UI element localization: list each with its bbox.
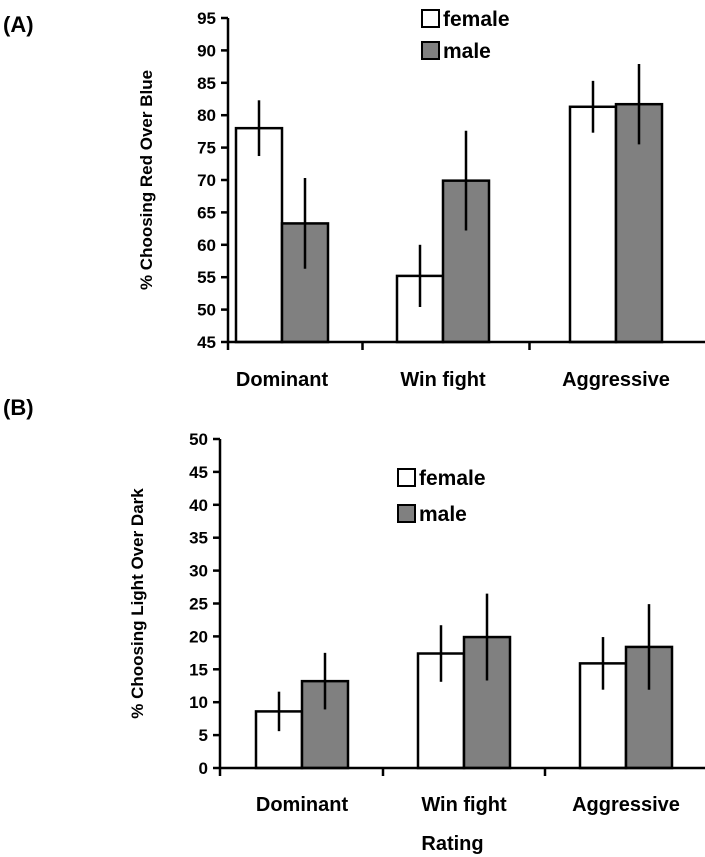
panel-label: (A) [3, 12, 34, 37]
y-tick-label: 40 [189, 496, 208, 515]
x-tick-label: Aggressive [572, 794, 680, 816]
y-tick-label: 5 [199, 726, 208, 745]
legend-swatch-female [421, 9, 440, 28]
x-tick-label: Win fight [421, 794, 507, 816]
chart-panel-2: (B) 0 5 10 15 20 25 30 35 40 45 50 Dominant Win fight… [3, 395, 705, 855]
y-axis-label: % Choosing Red Over Blue [137, 70, 156, 290]
y-tick-label: 75 [197, 139, 216, 158]
y-tick-label: 15 [189, 660, 208, 679]
y-tick-label: 95 [197, 9, 216, 28]
y-tick-label: 20 [189, 627, 208, 646]
y-tick-label: 55 [197, 268, 216, 287]
y-tick-label: 50 [197, 301, 216, 320]
legend-label-female: female [419, 467, 486, 490]
y-tick-label: 10 [189, 693, 208, 712]
legend-label-male: male [443, 40, 491, 63]
y-tick-label: 25 [189, 595, 208, 614]
y-tick-label: 85 [197, 74, 216, 93]
legend-label-male: male [419, 503, 467, 526]
x-tick-label: Dominant [256, 794, 349, 816]
y-tick-label: 80 [197, 106, 216, 125]
y-tick-label: 30 [189, 562, 208, 581]
legend-swatch-male [397, 504, 416, 523]
legend: female male [397, 467, 486, 526]
legend: female male [421, 8, 510, 63]
y-tick-label: 45 [189, 463, 208, 482]
legend-swatch-female [397, 468, 416, 487]
x-tick-label: Dominant [236, 369, 329, 391]
bar-female-aggressive [568, 105, 618, 344]
y-tick-label: 35 [189, 529, 208, 548]
legend-label-female: female [443, 8, 510, 31]
x-tick-label: Aggressive [562, 369, 670, 391]
y-tick-label: 45 [197, 333, 216, 352]
bar-female-dominant [234, 126, 284, 344]
legend-swatch-male [421, 41, 440, 60]
y-tick-label: 65 [197, 203, 216, 222]
x-tick-label: Win fight [400, 369, 486, 391]
y-tick-label: 70 [197, 171, 216, 190]
y-tick-label: 60 [197, 236, 216, 255]
panel-label: (B) [3, 395, 34, 420]
chart-panel-1: (A) 45 50 55 60 65 70 75 80 85 90 95 Dominant Win fig… [3, 8, 705, 391]
y-tick-label: 90 [197, 41, 216, 60]
y-tick-label: 50 [189, 430, 208, 449]
x-axis-label: Rating [421, 833, 483, 855]
y-tick-label: 0 [199, 759, 208, 778]
y-axis-label: % Choosing Light Over Dark [128, 488, 147, 719]
